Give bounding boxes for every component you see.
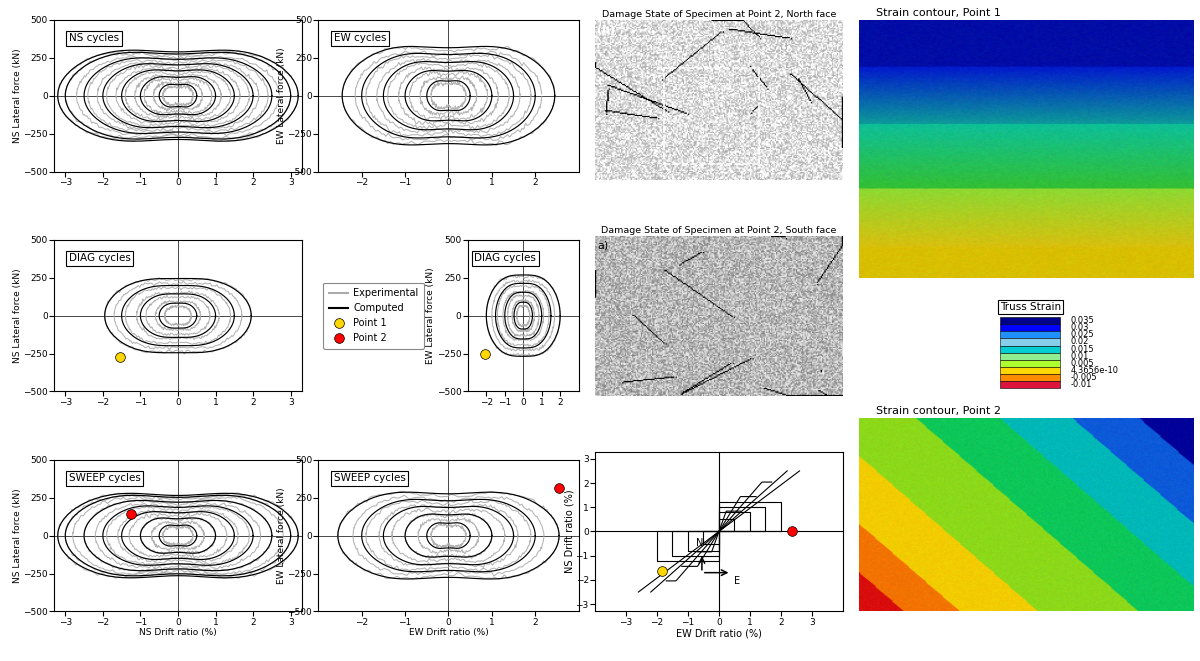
Y-axis label: NS Lateral force (kN): NS Lateral force (kN) <box>13 268 22 363</box>
Bar <box>1000 346 1060 353</box>
Text: DIAG cycles: DIAG cycles <box>68 253 131 264</box>
Bar <box>1000 360 1060 367</box>
Bar <box>1000 317 1060 324</box>
Y-axis label: EW Lateral force (kN): EW Lateral force (kN) <box>277 487 286 584</box>
Title: Damage State of Specimen at Point 2, South face: Damage State of Specimen at Point 2, Sou… <box>601 226 836 235</box>
Y-axis label: EW Lateral force (kN): EW Lateral force (kN) <box>426 267 436 364</box>
Text: N: N <box>696 539 703 549</box>
X-axis label: EW Drift ratio (%): EW Drift ratio (%) <box>676 628 762 638</box>
Text: 0.035: 0.035 <box>1070 316 1094 325</box>
Text: (b): (b) <box>598 24 616 34</box>
Y-axis label: NS Lateral force (kN): NS Lateral force (kN) <box>13 48 22 143</box>
Text: 4.3656e-10: 4.3656e-10 <box>1070 366 1118 375</box>
Text: SWEEP cycles: SWEEP cycles <box>334 473 406 483</box>
Text: 0.015: 0.015 <box>1070 344 1093 354</box>
Text: a): a) <box>598 241 608 251</box>
Text: Strain contour, Point 2: Strain contour, Point 2 <box>876 406 1001 416</box>
Y-axis label: NS Drift ratio (%): NS Drift ratio (%) <box>564 490 574 573</box>
Title: Damage State of Specimen at Point 2, North face: Damage State of Specimen at Point 2, Nor… <box>601 10 836 19</box>
Bar <box>1000 324 1060 331</box>
Bar <box>1000 367 1060 374</box>
Legend: Experimental, Computed, Point 1, Point 2: Experimental, Computed, Point 1, Point 2 <box>323 282 425 349</box>
Text: SWEEP cycles: SWEEP cycles <box>68 473 140 483</box>
Bar <box>1000 381 1060 389</box>
Y-axis label: NS Lateral force (kN): NS Lateral force (kN) <box>13 488 22 583</box>
Bar <box>1000 374 1060 381</box>
Text: NS cycles: NS cycles <box>68 34 119 44</box>
Bar <box>1000 353 1060 360</box>
Text: 0.03: 0.03 <box>1070 323 1088 332</box>
Text: EW cycles: EW cycles <box>334 34 386 44</box>
Text: 0.025: 0.025 <box>1070 330 1093 339</box>
Bar <box>1000 331 1060 338</box>
Text: Truss Strain: Truss Strain <box>1000 303 1061 313</box>
Text: -0.01: -0.01 <box>1070 380 1092 389</box>
Text: 0.02: 0.02 <box>1070 338 1088 346</box>
Bar <box>1000 338 1060 346</box>
Bar <box>665 68 758 164</box>
X-axis label: EW Drift ratio (%): EW Drift ratio (%) <box>408 628 488 637</box>
Text: Strain contour, Point 1: Strain contour, Point 1 <box>876 8 1001 18</box>
Text: E: E <box>734 576 740 586</box>
X-axis label: NS Drift ratio (%): NS Drift ratio (%) <box>139 628 217 637</box>
Text: -0.005: -0.005 <box>1070 373 1097 382</box>
Text: 0.01: 0.01 <box>1070 352 1088 361</box>
Y-axis label: EW Lateral force (kN): EW Lateral force (kN) <box>277 48 286 144</box>
Text: 0.005: 0.005 <box>1070 359 1093 368</box>
Text: DIAG cycles: DIAG cycles <box>474 253 536 264</box>
